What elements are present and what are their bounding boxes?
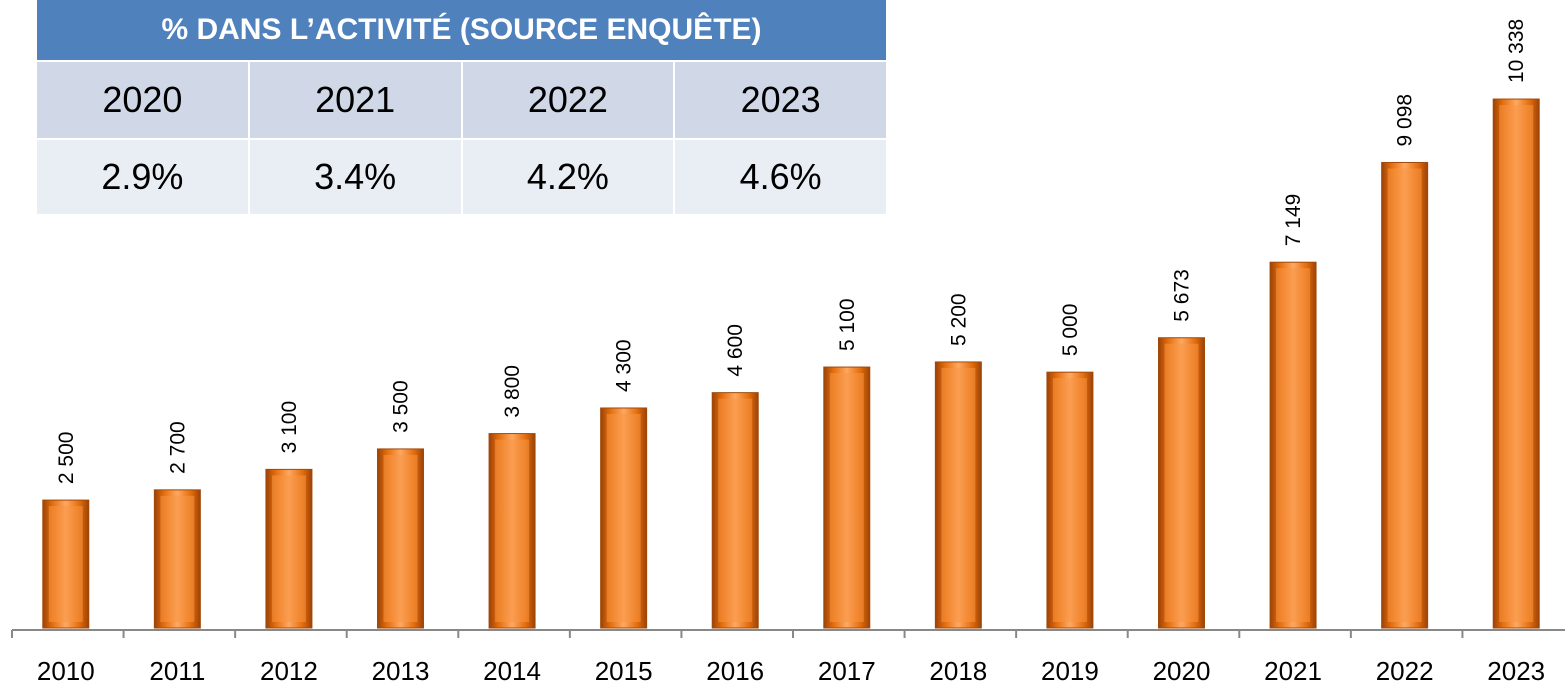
- value-label: 4 300: [613, 339, 636, 392]
- table-row: 2.9% 3.4% 4.2% 4.6%: [37, 140, 886, 214]
- x-tick-label: 2017: [818, 656, 876, 686]
- value-label: 3 800: [501, 365, 524, 418]
- bar-highlight: [718, 398, 753, 622]
- bar-highlight: [48, 506, 83, 622]
- table-cell: 2022: [462, 62, 674, 138]
- table-cell: 2023: [675, 62, 886, 138]
- bar-highlight: [606, 413, 641, 622]
- value-label: 4 600: [724, 324, 747, 377]
- value-label: 2 700: [166, 421, 189, 474]
- bar-highlight: [829, 373, 864, 622]
- x-tick-label: 2016: [706, 656, 764, 686]
- value-label: 5 673: [1171, 269, 1194, 322]
- value-label: 9 098: [1394, 94, 1417, 147]
- table: % DANS L’ACTIVITÉ (SOURCE ENQUÊTE) 2020 …: [37, 0, 886, 214]
- table-cell: 2.9%: [37, 140, 248, 214]
- table-cell: 3.4%: [249, 140, 461, 214]
- value-label: 5 200: [947, 293, 970, 346]
- bar-highlight: [1499, 105, 1534, 622]
- table-cell: 4.6%: [675, 140, 886, 214]
- bar-highlight: [160, 495, 195, 622]
- x-tick-label: 2013: [372, 656, 430, 686]
- x-tick-label: 2018: [929, 656, 987, 686]
- bar-highlight: [1052, 378, 1087, 622]
- x-tick-label: 2014: [483, 656, 541, 686]
- x-tick-label: 2020: [1153, 656, 1211, 686]
- bar-highlight: [271, 475, 306, 622]
- value-label: 5 000: [1059, 304, 1082, 357]
- x-tick-label: 2011: [149, 656, 205, 686]
- x-tick-label: 2015: [595, 656, 653, 686]
- bar-highlight: [1387, 168, 1422, 623]
- value-label: 3 500: [390, 380, 413, 433]
- value-label: 2 500: [55, 432, 78, 485]
- table-cell: 2021: [249, 62, 461, 138]
- value-label: 5 100: [836, 298, 859, 351]
- x-tick-label: 2019: [1041, 656, 1099, 686]
- value-label: 10 338: [1505, 19, 1528, 83]
- bar-highlight: [1164, 343, 1199, 622]
- bar-highlight: [941, 367, 976, 622]
- table-cell: 4.2%: [462, 140, 674, 214]
- table-cell: 2020: [37, 62, 248, 138]
- bar-highlight: [495, 439, 530, 622]
- x-tick-label: 2021: [1264, 656, 1322, 686]
- x-tick-label: 2010: [37, 656, 95, 686]
- value-label: 3 100: [278, 401, 301, 454]
- table-header: % DANS L’ACTIVITÉ (SOURCE ENQUÊTE): [37, 0, 886, 60]
- x-tick-label: 2023: [1487, 656, 1545, 686]
- x-tick-label: 2012: [260, 656, 318, 686]
- bar-highlight: [1276, 268, 1311, 622]
- table-row: 2020 2021 2022 2023: [37, 62, 886, 138]
- x-tick-label: 2022: [1376, 656, 1434, 686]
- bar-highlight: [383, 454, 418, 622]
- value-label: 7 149: [1282, 194, 1305, 247]
